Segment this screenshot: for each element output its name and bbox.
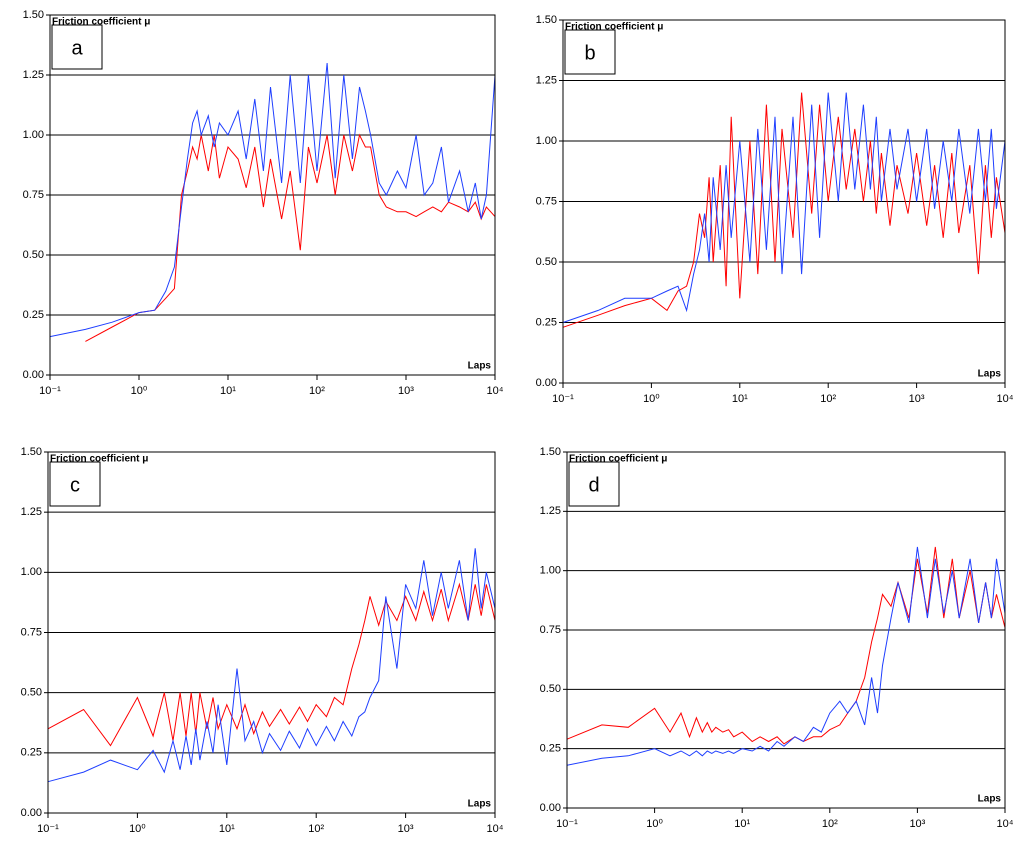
y-tick-label: 1.00 <box>536 135 557 147</box>
y-tick-label: 0.00 <box>540 802 561 814</box>
y-tick-label: 0.50 <box>23 249 44 261</box>
y-tick-label: 0.75 <box>540 624 561 636</box>
y-tick-label: 0.00 <box>536 377 557 389</box>
panel-label: c <box>70 474 80 496</box>
y-tick-label: 0.25 <box>23 309 44 321</box>
plot-frame <box>47 451 496 814</box>
y-tick-label: 0.00 <box>21 807 42 819</box>
data-line <box>562 92 1006 323</box>
x-tick-label: 10⁴ <box>997 818 1014 830</box>
x-axis-label: Laps <box>468 799 492 810</box>
y-tick-label: 1.00 <box>540 565 561 577</box>
data-line <box>85 133 496 342</box>
x-tick-label: 10⁴ <box>997 393 1014 405</box>
y-tick-label: 0.25 <box>536 316 557 328</box>
x-tick-label: 10¹ <box>219 823 235 835</box>
x-axis-label: Laps <box>978 794 1002 805</box>
x-tick-label: 10⁰ <box>643 393 660 405</box>
y-tick-label: 0.75 <box>21 626 42 638</box>
y-tick-label: 0.75 <box>536 195 557 207</box>
x-tick-label: 10¹ <box>220 385 236 397</box>
x-tick-label: 10² <box>308 823 324 835</box>
x-tick-label: 10² <box>822 818 838 830</box>
y-axis-label: Friction coefficient μ <box>50 454 148 465</box>
data-line <box>49 62 496 338</box>
y-tick-label: 0.50 <box>21 687 42 699</box>
x-axis-label: Laps <box>468 361 492 372</box>
x-axis-label: Laps <box>978 369 1002 380</box>
y-tick-label: 0.50 <box>536 256 557 268</box>
x-tick-label: 10³ <box>909 818 925 830</box>
x-tick-label: 10⁰ <box>646 818 663 830</box>
y-tick-label: 0.75 <box>23 189 44 201</box>
y-tick-label: 0.50 <box>540 683 561 695</box>
data-line <box>566 546 1006 766</box>
data-line <box>47 548 496 783</box>
y-tick-label: 0.25 <box>21 747 42 759</box>
x-tick-label: 10⁴ <box>487 823 504 835</box>
y-tick-label: 1.50 <box>536 14 557 26</box>
y-axis-label: Friction coefficient μ <box>569 454 667 465</box>
panel-label: d <box>588 474 599 496</box>
x-tick-label: 10¹ <box>734 818 750 830</box>
x-tick-label: 10³ <box>398 823 414 835</box>
panel-label-box <box>564 29 616 75</box>
x-tick-label: 10² <box>820 393 836 405</box>
panel-label-box <box>51 24 103 70</box>
y-tick-label: 1.25 <box>540 505 561 517</box>
y-tick-label: 1.50 <box>23 9 44 21</box>
y-tick-label: 1.25 <box>21 506 42 518</box>
y-tick-label: 1.00 <box>21 566 42 578</box>
y-tick-label: 1.00 <box>23 129 44 141</box>
data-line <box>47 582 496 747</box>
x-tick-label: 10³ <box>909 393 925 405</box>
x-tick-label: 10¹ <box>732 393 748 405</box>
data-line <box>562 92 1006 328</box>
x-tick-label: 10⁰ <box>131 385 148 397</box>
x-tick-label: 10² <box>309 385 325 397</box>
plot-frame <box>566 451 1006 809</box>
y-axis-label: Friction coefficient μ <box>565 22 663 33</box>
panel-label: b <box>584 42 595 64</box>
panel-label: a <box>71 37 83 59</box>
y-tick-label: 1.25 <box>536 74 557 86</box>
y-tick-label: 0.00 <box>23 369 44 381</box>
y-axis-label: Friction coefficient μ <box>52 17 150 28</box>
x-tick-label: 10⁻¹ <box>552 393 574 405</box>
panel-label-box <box>49 461 101 507</box>
data-line <box>566 546 1006 745</box>
x-tick-label: 10⁻¹ <box>37 823 59 835</box>
plot-frame <box>562 19 1006 384</box>
y-tick-label: 1.25 <box>23 69 44 81</box>
panel-label-box <box>568 461 620 507</box>
x-tick-label: 10⁻¹ <box>556 818 578 830</box>
x-tick-label: 10⁴ <box>487 385 504 397</box>
x-tick-label: 10⁰ <box>129 823 146 835</box>
y-tick-label: 0.25 <box>540 743 561 755</box>
y-tick-label: 1.50 <box>540 446 561 458</box>
x-tick-label: 10³ <box>398 385 414 397</box>
plot-frame <box>49 14 496 376</box>
y-tick-label: 1.50 <box>21 446 42 458</box>
x-tick-label: 10⁻¹ <box>39 385 61 397</box>
